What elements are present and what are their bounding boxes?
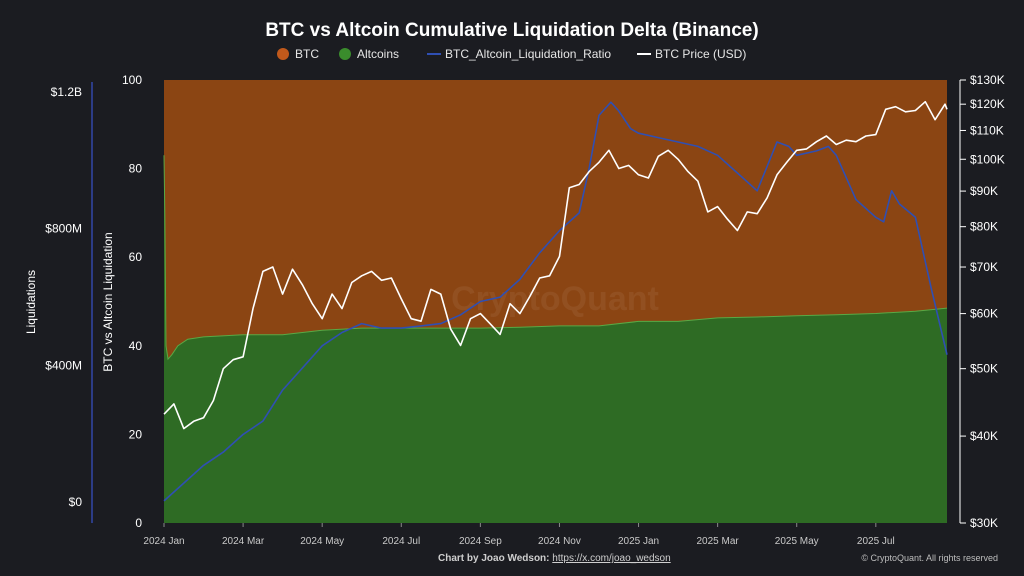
x-axis-tick: 2025 Jan [618,536,659,547]
x-axis-tick: 2024 Jan [143,536,184,547]
legend-item[interactable]: BTC_Altcoin_Liquidation_Ratio [427,47,611,61]
watermark-text: CryptoQuant [451,280,659,318]
x-axis-tick: 2025 Jul [857,536,895,547]
altcoins-area-edge [163,155,948,361]
plot-areas [163,80,948,524]
x-axis-tick: 2024 Sep [459,536,502,547]
far-left-axis-tick: $400M [45,358,82,372]
x-axis: 2024 Jan 2024 Mar 2024 May 2024 Jul 2024 Sep… [143,523,895,547]
left-axis-tick: 60 [129,250,143,264]
chart-title: BTC vs Altcoin Cumulative Liquidation De… [265,20,758,41]
x-axis-tick: 2025 May [775,536,819,547]
footer-credit: © CryptoQuant. All rights reserved [861,553,998,563]
right-axis-tick: $40K [970,429,998,443]
far-left-axis: $0 $400M $800M $1.2B [45,85,82,509]
legend: BTC Altcoins BTC_Altcoin_Liquidation_Ratio… [277,47,746,61]
right-axis-tick: $30K [970,516,998,530]
plot-lines [163,100,948,502]
left-axis-title: BTC vs Altcoin Liquidation [101,232,115,371]
right-axis-tick: $120K [970,97,1005,111]
legend-label: BTC_Altcoin_Liquidation_Ratio [445,47,611,61]
legend-item[interactable]: BTC Price (USD) [637,47,746,61]
x-axis-tick: 2025 Mar [697,536,740,547]
footer-prefix: Chart by Joao Wedson: [438,553,552,564]
right-axis-tick: $100K [970,152,1005,166]
right-axis-tick: $60K [970,307,998,321]
far-left-axis-tick: $800M [45,222,82,236]
legend-label: BTC Price (USD) [655,47,746,61]
left-axis-tick: 20 [129,427,143,441]
left-axis-tick: 80 [129,162,143,176]
right-axis-tick: $70K [970,260,998,274]
left-axis: 0 20 40 60 80 100 [122,73,142,530]
footer-link[interactable]: https://x.com/joao_wedson [552,553,670,564]
right-axis: $30K $40K $50K $60K $70K $80K $90K $100K $110K $1… [960,73,1005,530]
x-axis-tick: 2024 Jul [382,536,420,547]
x-axis-tick: 2024 Nov [538,536,581,547]
x-axis-tick: 2024 Mar [222,536,265,547]
left-axis-tick: 40 [129,339,143,353]
footer-attribution: Chart by Joao Wedson: https://x.com/joao… [438,553,671,564]
left-axis-tick: 0 [135,516,142,530]
right-axis-tick: $50K [970,362,998,376]
far-left-axis-tick: $1.2B [51,85,82,99]
altcoins-area [164,155,947,524]
far-left-axis-title: Liquidations [24,270,38,334]
right-axis-tick: $130K [970,73,1005,87]
btc-price-line [163,100,948,430]
legend-item[interactable]: Altcoins [339,47,399,61]
legend-marker [339,48,351,60]
legend-label: BTC [295,47,319,61]
right-axis-tick: $110K [970,123,1004,137]
legend-item[interactable]: BTC [277,47,319,61]
left-axis-tick: 100 [122,73,142,87]
ratio-line [163,101,948,502]
right-axis-tick: $90K [970,184,998,198]
x-axis-tick: 2024 May [300,536,344,547]
legend-marker [277,48,289,60]
far-left-axis-tick: $0 [69,495,83,509]
legend-label: Altcoins [357,47,399,61]
right-axis-tick: $80K [970,220,998,234]
